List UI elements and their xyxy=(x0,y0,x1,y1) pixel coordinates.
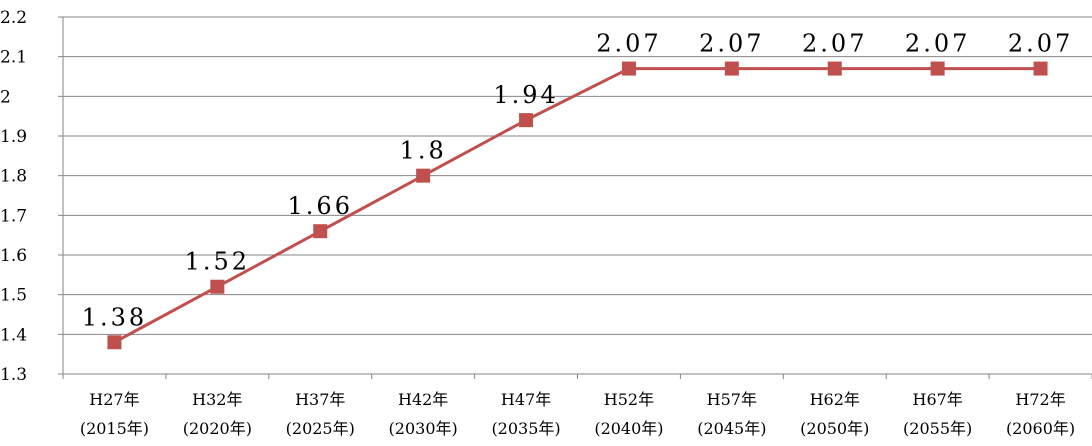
data-label: 2.07 xyxy=(905,30,970,58)
y-tick-label: 1.7 xyxy=(0,206,27,226)
series-group xyxy=(107,61,1048,350)
y-tick-label: 2.2 xyxy=(0,8,27,28)
x-category-sublabel: (2040年) xyxy=(594,419,663,438)
x-category-label: H37年 xyxy=(295,390,345,409)
y-tick-label: 1.3 xyxy=(0,365,27,385)
data-label: 1.38 xyxy=(82,303,147,331)
x-axis-category-labels: H27年 (2015年) H32年 (2020年) H37年 (2025年) H42年 (20… xyxy=(80,390,1075,438)
y-tick-label: 1.9 xyxy=(0,127,27,147)
data-point-marker xyxy=(313,224,328,239)
y-tick-label: 1.5 xyxy=(0,286,27,306)
data-point-marker xyxy=(210,279,225,294)
y-tick-label: 1.8 xyxy=(0,167,27,187)
data-label: 1.52 xyxy=(185,248,250,276)
y-axis-tick-labels: 1.3 1.4 1.5 1.6 1.7 1.8 1.9 2 2.1 2.2 xyxy=(0,8,27,385)
data-point-marker xyxy=(930,61,945,76)
x-category-sublabel: (2015年) xyxy=(80,419,149,438)
data-label: 1.66 xyxy=(288,192,353,220)
data-label: 2.07 xyxy=(699,30,764,58)
y-tick-label: 1.6 xyxy=(0,246,27,266)
y-tick-label: 1.4 xyxy=(0,325,27,345)
x-category-sublabel: (2030年) xyxy=(389,419,458,438)
x-category-sublabel: (2035年) xyxy=(491,419,560,438)
x-category-label: H27年 xyxy=(89,390,139,409)
x-category-label: H47年 xyxy=(501,390,551,409)
x-category-sublabel: (2060年) xyxy=(1006,419,1075,438)
x-category-label: H42年 xyxy=(398,390,448,409)
x-category-sublabel: (2055年) xyxy=(903,419,972,438)
y-tick-label: 2.1 xyxy=(0,48,27,68)
data-point-marker xyxy=(107,335,122,350)
x-category-label: H67年 xyxy=(912,390,962,409)
data-point-marker xyxy=(1033,61,1048,76)
data-label: 2.07 xyxy=(596,30,661,58)
y-tick-label: 2 xyxy=(0,87,11,107)
data-label: 1.8 xyxy=(400,137,447,165)
axes xyxy=(58,16,1092,379)
x-category-label: H62年 xyxy=(810,390,860,409)
x-category-sublabel: (2025年) xyxy=(286,419,355,438)
data-label: 2.07 xyxy=(802,30,867,58)
x-category-label: H52年 xyxy=(604,390,654,409)
series-line xyxy=(113,67,1041,344)
data-point-marker xyxy=(621,61,636,76)
x-category-label: H32年 xyxy=(192,390,242,409)
data-point-marker xyxy=(519,113,534,128)
x-category-label: H72年 xyxy=(1015,390,1065,409)
x-category-sublabel: (2020年) xyxy=(183,419,252,438)
data-label: 2.07 xyxy=(1008,30,1073,58)
data-label: 1.94 xyxy=(493,81,558,109)
x-category-label: H57年 xyxy=(707,390,757,409)
data-point-marker xyxy=(827,61,842,76)
x-category-sublabel: (2050年) xyxy=(800,419,869,438)
x-category-sublabel: (2045年) xyxy=(697,419,766,438)
gridlines xyxy=(63,16,1092,335)
data-labels: 1.38 1.52 1.66 1.8 1.94 2.07 2.07 2.07 2.07 2.07 xyxy=(82,30,1073,332)
data-point-marker xyxy=(724,61,739,76)
data-point-marker xyxy=(416,168,431,183)
